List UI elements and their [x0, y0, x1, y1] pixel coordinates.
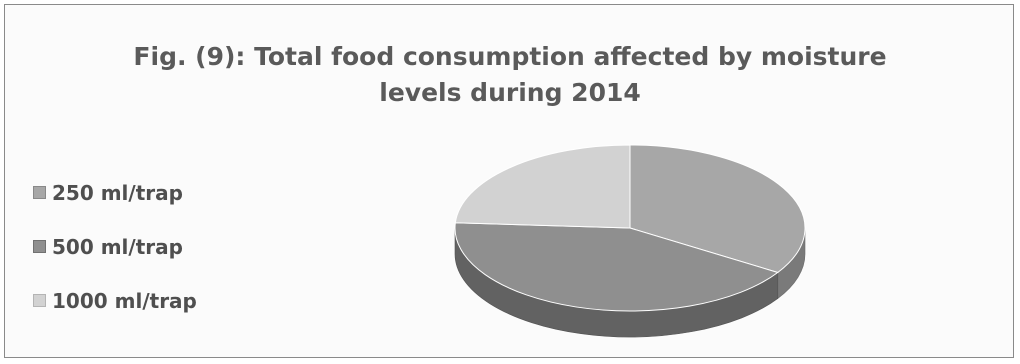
pie-slice-1 [629, 144, 806, 274]
chart-title-line-2: levels during 2014 [379, 78, 641, 107]
legend-swatch-1000 [33, 294, 46, 307]
chart-title: Fig. (9): Total food consumption affecte… [5, 39, 1015, 111]
chart-title-line-1: Fig. (9): Total food consumption affecte… [133, 42, 887, 71]
legend-item-500: 500 ml/trap [33, 234, 197, 259]
legend-swatch-250 [33, 186, 46, 199]
legend-item-1000: 1000 ml/trap [33, 288, 197, 313]
legend-label-1000: 1000 ml/trap [52, 288, 197, 313]
legend-label-500: 500 ml/trap [52, 234, 183, 259]
pie-slice-3 [454, 144, 631, 229]
pie-slice-2 [454, 222, 779, 312]
legend-item-250: 250 ml/trap [33, 180, 197, 205]
legend: 250 ml/trap 500 ml/trap 1000 ml/trap [33, 180, 197, 342]
legend-label-250: 250 ml/trap [52, 180, 183, 205]
legend-swatch-500 [33, 240, 46, 253]
